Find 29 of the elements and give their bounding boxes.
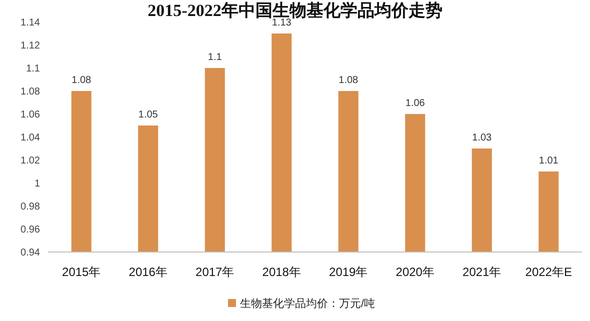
x-tick-label: 2016年 xyxy=(128,265,168,279)
data-label: 1.08 xyxy=(338,75,359,86)
data-label: 1.01 xyxy=(538,156,559,166)
y-tick-label: 1.02 xyxy=(20,156,40,166)
data-label: 1.1 xyxy=(208,52,222,63)
title: 2015-2022年中国生物基化学品均价走势 xyxy=(148,1,442,20)
y-tick-label: 0.94 xyxy=(20,248,40,258)
y-tick-label: 1.04 xyxy=(20,132,40,144)
y-tick-label: 1.08 xyxy=(20,86,40,98)
y-tick-label: 0.96 xyxy=(20,224,40,236)
data-label: 1.08 xyxy=(72,75,92,86)
y-tick-label: 0.98 xyxy=(20,202,40,212)
data-label: 1.03 xyxy=(472,132,492,144)
x-tick-label: 2017年 xyxy=(196,265,234,279)
y-tick-label: 1 xyxy=(34,178,40,190)
data-label: 1.05 xyxy=(138,110,158,120)
x-tick-label: 2022年E xyxy=(525,265,572,279)
x-tick-label: 2021年 xyxy=(462,265,502,279)
y-tick-label: 1.06 xyxy=(20,110,40,120)
y-tick-label: 1.1 xyxy=(26,64,40,74)
legend-label: 生物基化学品均价：万元/吨 xyxy=(240,297,376,310)
y-tick-label: 1.12 xyxy=(20,40,40,52)
y-tick-label: 1.14 xyxy=(20,18,40,28)
x-tick-label: 2020年 xyxy=(396,265,434,279)
data-label: 1.13 xyxy=(272,18,292,28)
x-tick-label: 2018年 xyxy=(262,265,301,279)
data-label: 1.06 xyxy=(405,98,426,109)
x-tick-label: 2019年 xyxy=(329,265,368,279)
x-tick-label: 2015年 xyxy=(62,265,101,279)
